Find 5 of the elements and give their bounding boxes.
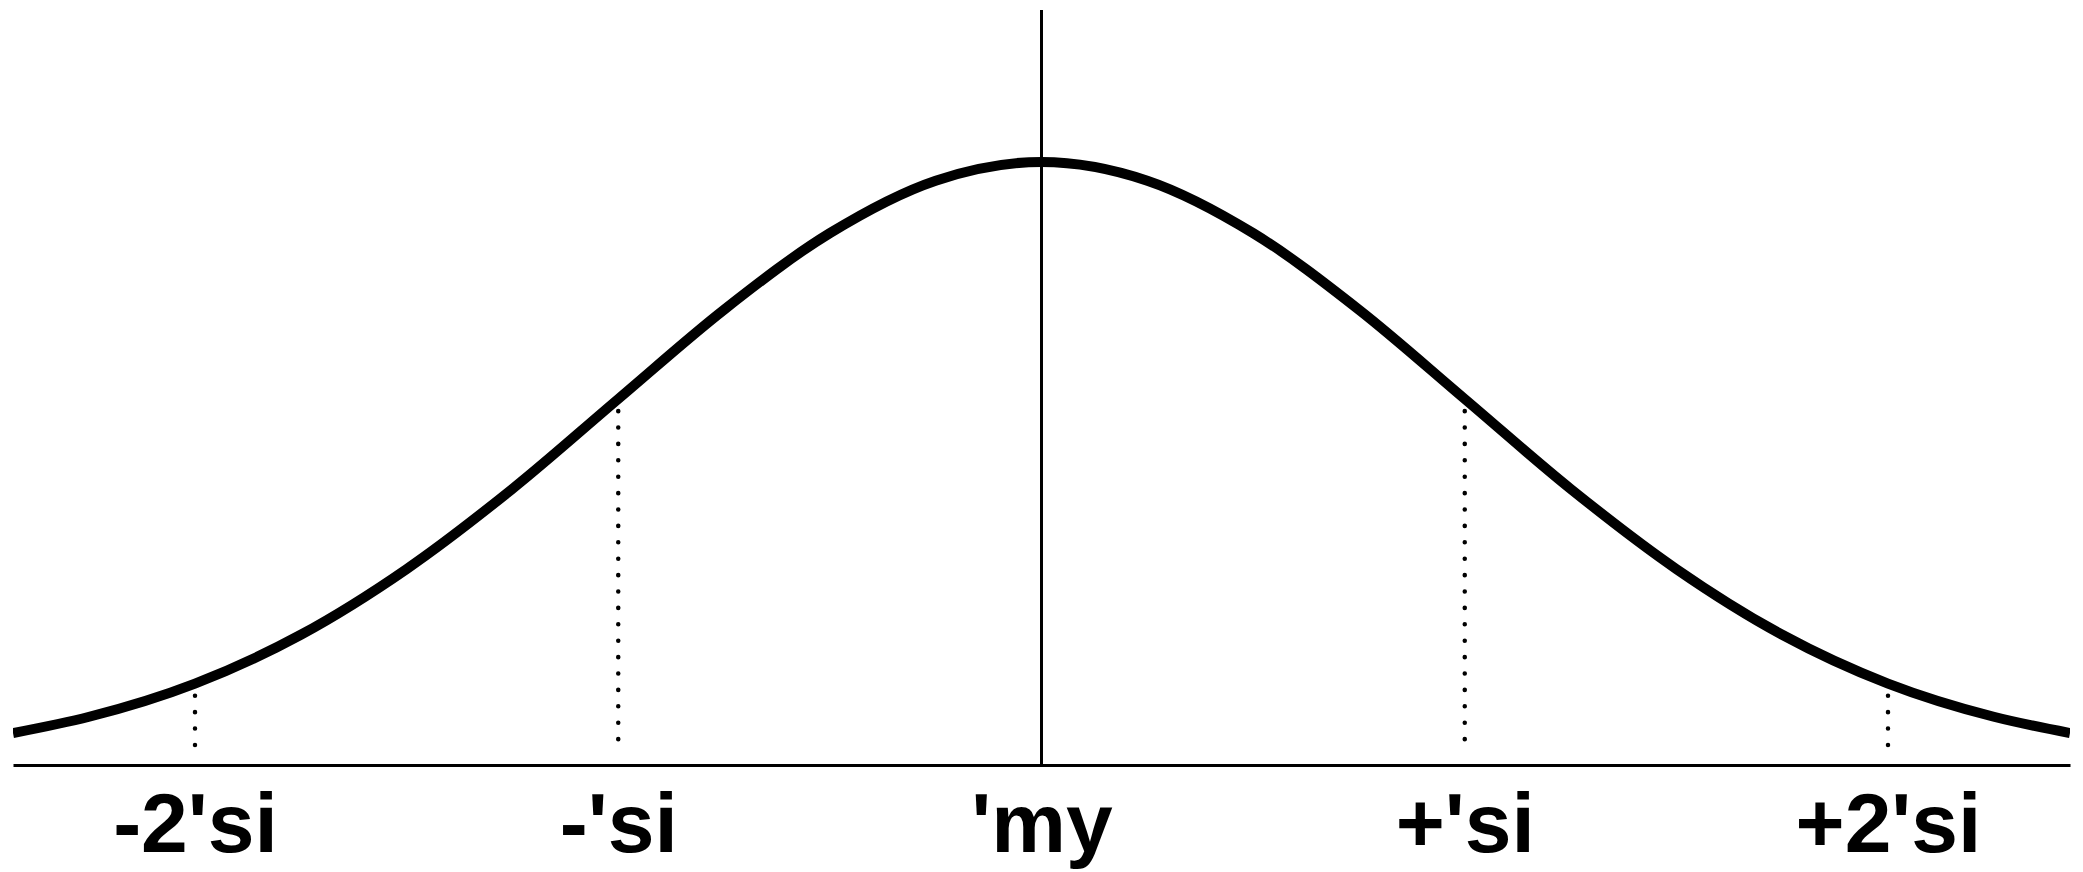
x-tick-label: -2'si: [113, 775, 278, 870]
x-tick-label: +2'si: [1795, 775, 1982, 870]
x-tick-label: 'my: [971, 775, 1113, 870]
x-tick-label: -'si: [559, 775, 678, 870]
x-tick-label: +'si: [1395, 775, 1535, 870]
